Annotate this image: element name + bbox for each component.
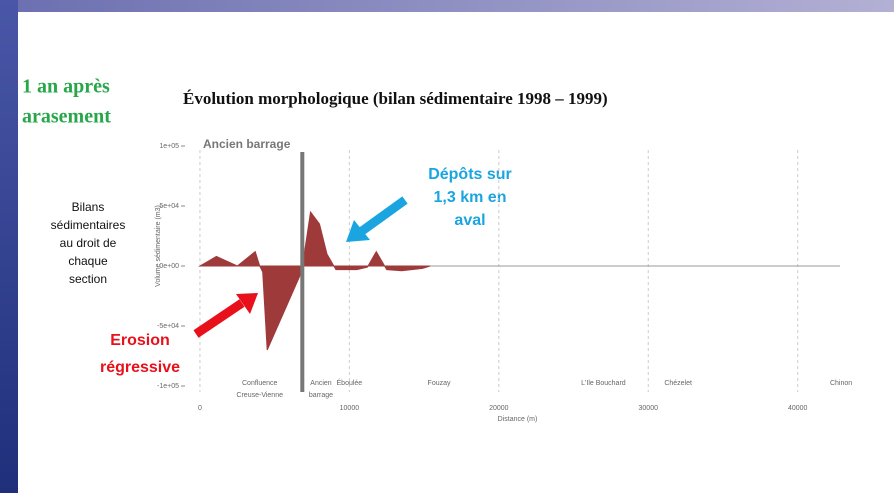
location-label: L'Ile Bouchard [581, 380, 626, 387]
y-tick-label: 5e+04 [159, 203, 179, 210]
blue-arrow [346, 196, 408, 242]
deposit-note: 1,3 km en [434, 189, 507, 206]
location-label: Éboulée [337, 378, 363, 387]
y-tick-label: 0e+00 [159, 263, 179, 270]
deposit-note: aval [454, 212, 485, 229]
heading: arasement [22, 106, 111, 128]
location-label: Chinon [830, 380, 852, 387]
x-tick-label: 20000 [489, 405, 509, 412]
x-axis-label: Distance (m) [498, 416, 538, 423]
y-axis-label: Volume sédimentaire (m3) [155, 205, 162, 287]
x-tick-label: 30000 [639, 405, 659, 412]
location-label: Chézelet [664, 380, 692, 387]
x-tick-label: 10000 [340, 405, 360, 412]
side-label: section [69, 272, 107, 286]
left-band [0, 0, 18, 493]
location-label: Fouzay [428, 380, 451, 387]
erosion-note: régressive [100, 359, 180, 376]
red-arrow [193, 293, 258, 338]
location-label: Ancien [310, 380, 332, 387]
location-label: Confluence [242, 380, 278, 387]
x-tick-label: 0 [198, 405, 202, 412]
chart-title: Évolution morphologique (bilan sédimenta… [183, 89, 608, 108]
location-label: Creuse-Vienne [236, 392, 283, 399]
y-tick-label: -1e+05 [157, 383, 179, 390]
top-band [0, 0, 894, 12]
side-label: chaque [68, 254, 108, 268]
deposit-note: Dépôts sur [428, 166, 512, 183]
heading: 1 an après [22, 76, 110, 98]
side-label: au droit de [60, 236, 117, 250]
area [198, 210, 431, 351]
erosion-note: Erosion [110, 332, 170, 349]
side-label: sédimentaires [51, 218, 126, 232]
y-tick-label: 1e+05 [159, 143, 179, 150]
plot: 0 10000 20000 30000 40000 -1e+05 -5e+04 0e+00 5e… [155, 137, 852, 423]
x-tick-label: 40000 [788, 405, 808, 412]
side-label: Bilans [72, 200, 105, 214]
y-tick-label: -5e+04 [157, 323, 179, 330]
location-label: barrage [309, 392, 333, 399]
dam-label: Ancien barrage [203, 137, 291, 151]
